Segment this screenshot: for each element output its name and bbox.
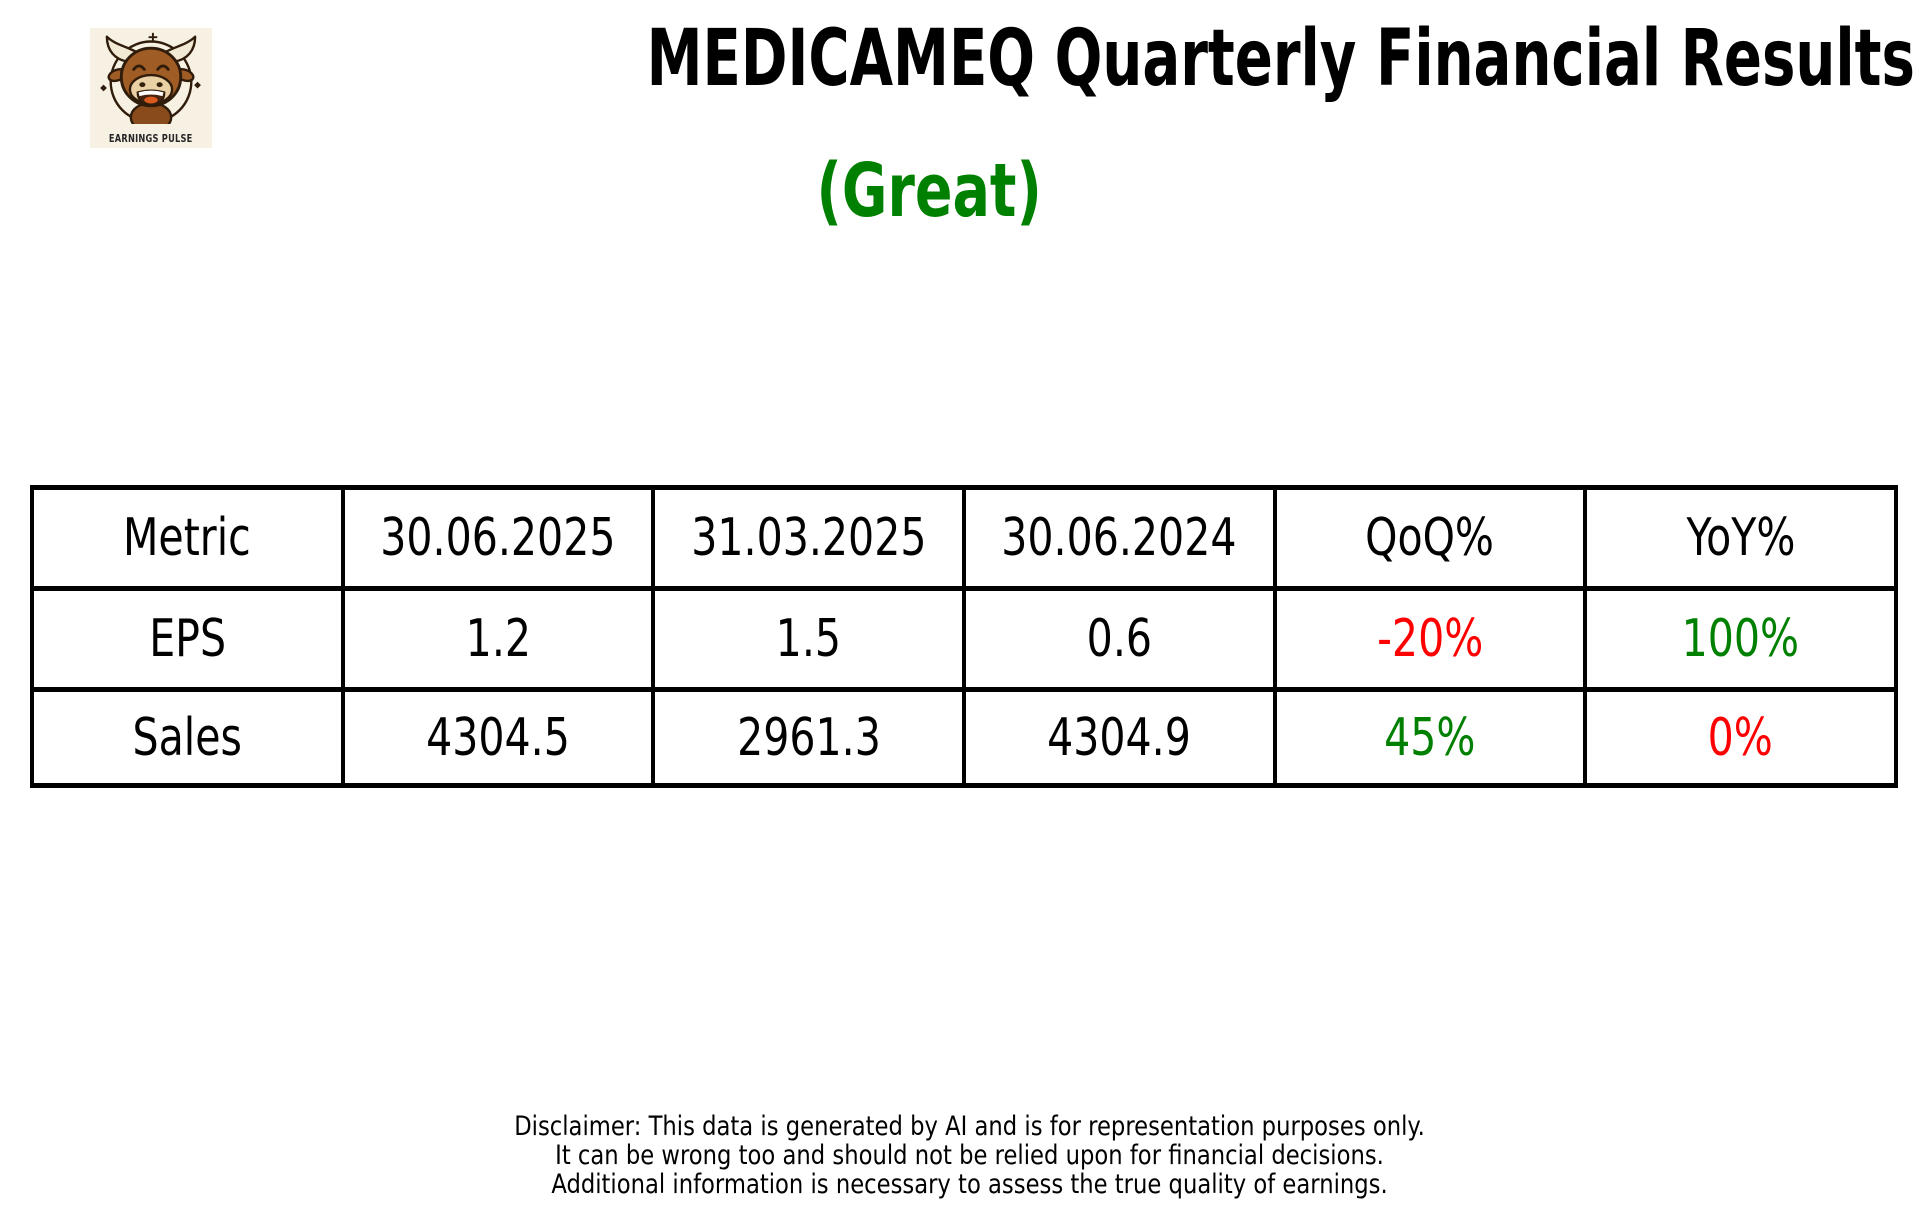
column-header-year-ago-quarter: 30.06.2024 (961, 485, 1277, 591)
bull-logo-icon (100, 32, 201, 124)
cell-eps-yoy: 100% (1583, 586, 1898, 692)
table-row-sales: Sales 4304.5 2961.3 4304.9 45% 0% (30, 687, 1898, 788)
disclaimer: Disclaimer: This data is generated by AI… (172, 1112, 1767, 1199)
financial-results-table: Metric 30.06.2025 31.03.2025 30.06.2024 … (30, 485, 1898, 788)
logo-caption: EARNINGS PULSE (109, 132, 193, 145)
cell-sales-yoy: 0% (1583, 687, 1898, 788)
table-row-eps: EPS 1.2 1.5 0.6 -20% 100% (30, 586, 1898, 692)
cell-sales-qoq: 45% (1272, 687, 1588, 788)
logo: EARNINGS PULSE (90, 28, 212, 148)
cell-eps-year-ago: 0.6 (961, 586, 1277, 692)
cell-eps-current: 1.2 (340, 586, 656, 692)
cell-eps-metric: EPS (30, 586, 345, 692)
column-header-metric: Metric (30, 485, 345, 591)
cell-sales-previous: 2961.3 (651, 687, 966, 788)
column-header-current-quarter: 30.06.2025 (340, 485, 656, 591)
column-header-yoy: YoY% (1583, 485, 1898, 591)
verdict-label: (Great) (816, 148, 1042, 234)
page-title: MEDICAMEQ Quarterly Financial Results (646, 14, 1915, 104)
cell-eps-previous: 1.5 (651, 586, 966, 692)
table-header-row: Metric 30.06.2025 31.03.2025 30.06.2024 … (30, 485, 1898, 591)
disclaimer-line-1: Disclaimer: This data is generated by AI… (514, 1111, 1425, 1142)
cell-sales-year-ago: 4304.9 (961, 687, 1277, 788)
cell-sales-current: 4304.5 (340, 687, 656, 788)
column-header-qoq: QoQ% (1272, 485, 1588, 591)
column-header-previous-quarter: 31.03.2025 (651, 485, 966, 591)
cell-eps-qoq: -20% (1272, 586, 1588, 692)
cell-sales-metric: Sales (30, 687, 345, 788)
disclaimer-line-2: It can be wrong too and should not be re… (555, 1140, 1384, 1171)
disclaimer-line-3: Additional information is necessary to a… (551, 1169, 1388, 1200)
